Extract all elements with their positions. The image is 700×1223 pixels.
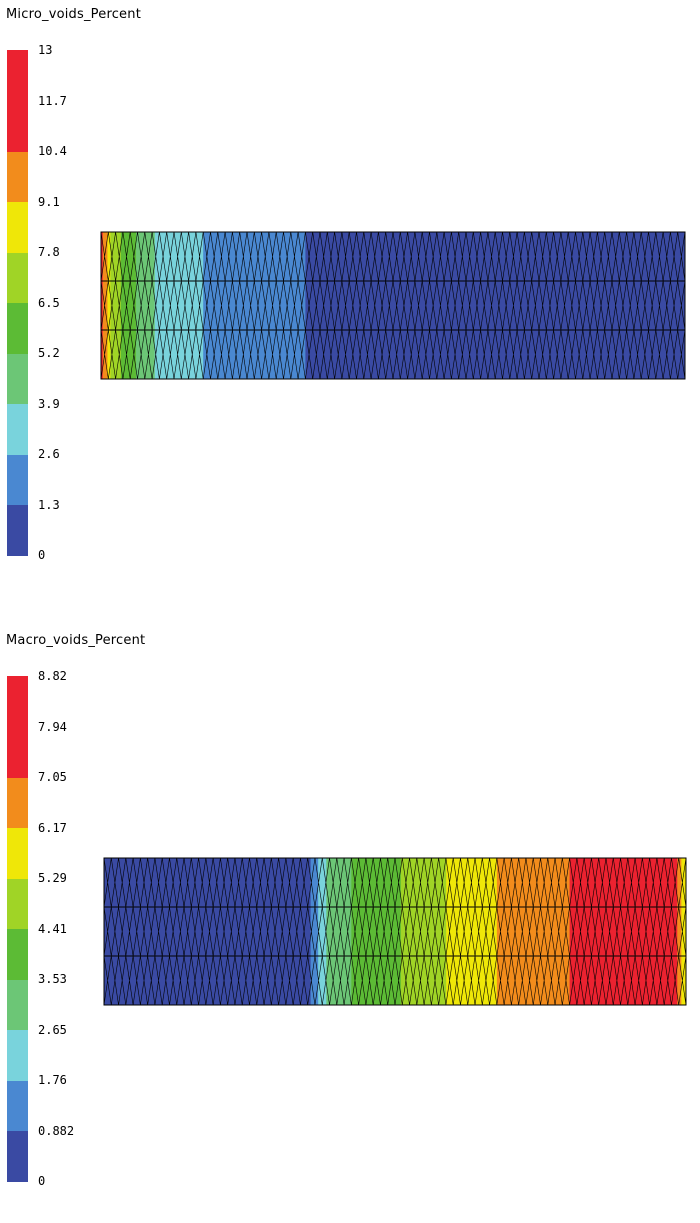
contour-band xyxy=(496,858,570,1005)
mesh-border xyxy=(103,857,687,1006)
plot-title: Macro_voids_Percent xyxy=(6,633,146,648)
colorbar-band xyxy=(7,1029,28,1081)
colorbar-band xyxy=(7,50,28,101)
colorbar-band xyxy=(7,353,28,404)
colorbar-tick-label: 7.8 xyxy=(38,245,60,259)
colorbar-band xyxy=(7,827,28,879)
colorbar-band xyxy=(7,726,28,778)
contour-band xyxy=(681,858,687,1005)
colorbar-band xyxy=(7,201,28,253)
colorbar-tick-label: 0.882 xyxy=(38,1123,75,1138)
colorbar-tick-label: 6.5 xyxy=(38,295,60,310)
colorbar-tick-label: 3.9 xyxy=(38,396,60,411)
mesh-contour xyxy=(100,231,686,380)
contour-band xyxy=(107,232,111,379)
colorbar-band xyxy=(7,302,28,354)
colorbar-band xyxy=(7,454,28,505)
contour-band xyxy=(101,232,104,379)
colorbar-band xyxy=(7,252,28,303)
colorbar-band xyxy=(7,100,28,152)
colorbar-tick-label: 1.3 xyxy=(38,497,60,512)
colorbar-band xyxy=(7,676,28,727)
colorbar-tick-label: 0 xyxy=(38,548,46,562)
colorbar-band xyxy=(7,1080,28,1131)
contour-band xyxy=(677,858,682,1005)
macro-voids-plot: Macro_voids_Percent 0 0.882 1.76 2.65 3.53 4.… xyxy=(0,626,700,1223)
colorbar-tick-label: 5.29 xyxy=(38,871,67,885)
colorbar-band xyxy=(7,878,28,929)
colorbar-tick-label: 2.6 xyxy=(38,447,60,461)
contour-band xyxy=(203,232,306,379)
colorbar xyxy=(7,50,28,556)
colorbar-tick-label: 1.76 xyxy=(38,1073,67,1087)
colorbar-band xyxy=(7,403,28,455)
contour-band xyxy=(318,858,327,1005)
colorbar-tick-label: 5.2 xyxy=(38,346,60,360)
colorbar-band xyxy=(7,928,28,980)
colorbar-band xyxy=(7,504,28,556)
contour-band xyxy=(102,232,108,379)
micro-voids-plot: Micro_voids_Percent 0 1.3 2.6 3.9 5.2 6.5 7.8 9… xyxy=(0,0,700,597)
colorbar-tick-label: 2.65 xyxy=(38,1022,67,1037)
colorbar-tick-label: 3.53 xyxy=(38,972,67,986)
contour-band xyxy=(400,858,447,1005)
colorbar-tick-label: 10.4 xyxy=(38,144,67,158)
colorbar-tick-label: 6.17 xyxy=(38,820,67,835)
colorbar-tick-label: 9.1 xyxy=(38,194,60,209)
mesh-lines xyxy=(100,231,686,380)
contour-band xyxy=(154,232,204,379)
colorbar-tick-label: 13 xyxy=(38,43,53,57)
contour-band xyxy=(110,232,122,379)
colorbar-band xyxy=(7,777,28,828)
colorbar-tick-label: 0 xyxy=(38,1174,46,1188)
mesh-border xyxy=(100,231,686,380)
colorbar-tick-label: 11.7 xyxy=(38,93,67,108)
colorbar-tick-label: 7.94 xyxy=(38,719,67,734)
mesh-contour xyxy=(103,857,687,1006)
colorbar-band xyxy=(7,1130,28,1182)
mesh-lines xyxy=(103,857,687,1006)
colorbar-tick-label: 7.05 xyxy=(38,770,67,784)
contour-band xyxy=(104,858,312,1005)
colorbar-band xyxy=(7,151,28,202)
colorbar-tick-label: 8.82 xyxy=(38,669,67,683)
contour-band xyxy=(446,858,498,1005)
contour-band xyxy=(310,858,319,1005)
colorbar xyxy=(7,676,28,1182)
colorbar-tick-label: 4.41 xyxy=(38,921,67,936)
contour-band xyxy=(305,232,686,379)
colorbar-band xyxy=(7,979,28,1030)
contour-band xyxy=(351,858,402,1005)
plot-title: Micro_voids_Percent xyxy=(6,7,141,22)
contour-band xyxy=(136,232,156,379)
